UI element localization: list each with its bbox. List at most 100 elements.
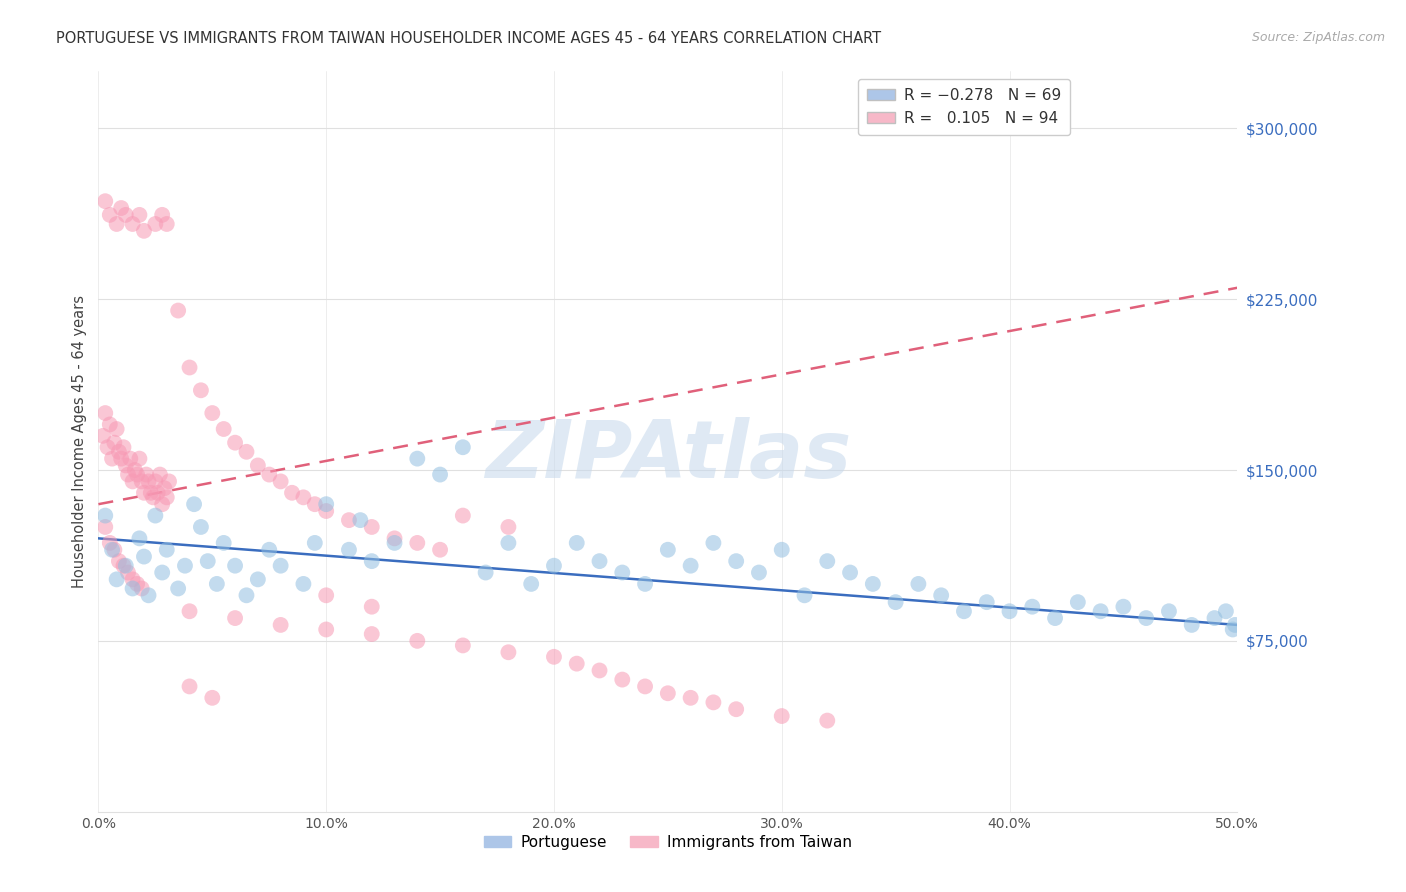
- Point: [156, 491, 179, 505]
- Point: [190, 384, 212, 398]
- Point: [103, 435, 125, 450]
- Point: [246, 458, 269, 473]
- Point: [451, 440, 474, 454]
- Point: [124, 463, 146, 477]
- Point: [224, 558, 246, 573]
- Text: ZIPAtlas: ZIPAtlas: [485, 417, 851, 495]
- Point: [337, 513, 360, 527]
- Point: [117, 566, 139, 580]
- Point: [259, 467, 281, 482]
- Point: [101, 451, 124, 466]
- Point: [451, 508, 474, 523]
- Point: [1222, 623, 1244, 637]
- Point: [270, 558, 292, 573]
- Point: [98, 417, 121, 432]
- Point: [108, 554, 131, 568]
- Point: [179, 360, 201, 375]
- Text: PORTUGUESE VS IMMIGRANTS FROM TAIWAN HOUSEHOLDER INCOME AGES 45 - 64 YEARS CORRE: PORTUGUESE VS IMMIGRANTS FROM TAIWAN HOU…: [56, 31, 882, 46]
- Text: Source: ZipAtlas.com: Source: ZipAtlas.com: [1251, 31, 1385, 45]
- Point: [315, 497, 337, 511]
- Point: [520, 577, 543, 591]
- Point: [112, 558, 135, 573]
- Point: [167, 582, 190, 596]
- Point: [201, 690, 224, 705]
- Point: [588, 664, 610, 678]
- Point: [292, 491, 315, 505]
- Point: [94, 406, 117, 420]
- Point: [179, 680, 201, 694]
- Point: [725, 702, 748, 716]
- Point: [1157, 604, 1180, 618]
- Point: [702, 536, 724, 550]
- Point: [135, 467, 157, 482]
- Point: [679, 558, 702, 573]
- Point: [1112, 599, 1135, 614]
- Point: [128, 208, 150, 222]
- Point: [657, 542, 679, 557]
- Point: [679, 690, 702, 705]
- Point: [156, 542, 179, 557]
- Point: [114, 558, 136, 573]
- Point: [145, 475, 167, 489]
- Point: [976, 595, 998, 609]
- Point: [212, 422, 235, 436]
- Point: [360, 520, 382, 534]
- Point: [1215, 604, 1237, 618]
- Point: [96, 440, 118, 454]
- Point: [1223, 618, 1246, 632]
- Point: [121, 582, 143, 596]
- Point: [150, 566, 173, 580]
- Point: [702, 695, 724, 709]
- Point: [498, 520, 520, 534]
- Point: [953, 604, 976, 618]
- Point: [884, 595, 907, 609]
- Point: [839, 566, 862, 580]
- Point: [201, 406, 224, 420]
- Point: [157, 475, 180, 489]
- Point: [112, 440, 135, 454]
- Point: [167, 303, 190, 318]
- Point: [138, 475, 160, 489]
- Point: [304, 497, 326, 511]
- Point: [315, 588, 337, 602]
- Point: [121, 217, 143, 231]
- Point: [132, 224, 155, 238]
- Point: [634, 680, 657, 694]
- Point: [634, 577, 657, 591]
- Point: [120, 451, 142, 466]
- Point: [498, 645, 520, 659]
- Point: [139, 485, 162, 500]
- Point: [212, 536, 235, 550]
- Point: [998, 604, 1021, 618]
- Legend: Portuguese, Immigrants from Taiwan: Portuguese, Immigrants from Taiwan: [478, 829, 858, 856]
- Point: [657, 686, 679, 700]
- Point: [565, 536, 588, 550]
- Point: [131, 475, 153, 489]
- Point: [190, 520, 212, 534]
- Point: [281, 485, 304, 500]
- Point: [406, 536, 429, 550]
- Point: [235, 588, 257, 602]
- Point: [117, 467, 139, 482]
- Point: [543, 558, 565, 573]
- Point: [235, 444, 257, 458]
- Point: [360, 627, 382, 641]
- Point: [1204, 611, 1226, 625]
- Point: [224, 435, 246, 450]
- Point: [98, 208, 121, 222]
- Point: [384, 532, 406, 546]
- Point: [128, 532, 150, 546]
- Point: [150, 208, 173, 222]
- Point: [146, 485, 169, 500]
- Point: [94, 508, 117, 523]
- Point: [153, 481, 176, 495]
- Point: [114, 208, 136, 222]
- Point: [815, 554, 838, 568]
- Point: [127, 577, 149, 591]
- Point: [1021, 599, 1043, 614]
- Point: [360, 599, 382, 614]
- Point: [862, 577, 884, 591]
- Point: [114, 458, 136, 473]
- Point: [1181, 618, 1204, 632]
- Point: [132, 549, 155, 564]
